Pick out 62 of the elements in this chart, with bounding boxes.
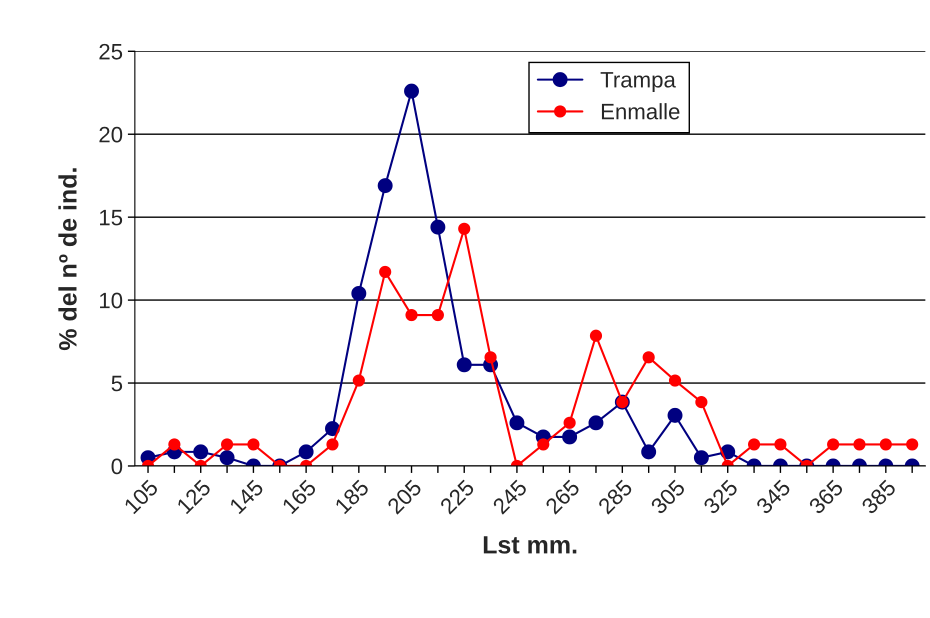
point [562,429,578,444]
point [352,374,365,387]
point [695,396,708,408]
y-tick-label: 10 [100,292,122,308]
legend-label: Enmalle [602,103,680,120]
point [430,220,446,235]
x-tick-label: 245 [492,478,528,515]
y-axis-title: % del nº de ind. [58,168,77,350]
x-tick-label: 325 [702,478,739,515]
y-tick-label: 20 [99,126,122,142]
x-tick-label: 345 [755,478,792,515]
x-tick-label: 165 [282,478,318,514]
point [351,286,366,301]
point [432,308,444,322]
point [458,222,470,235]
point [404,84,419,99]
point [590,330,602,342]
point [193,444,208,460]
point [694,450,709,466]
point [405,308,418,322]
point [588,415,604,430]
point [774,438,786,450]
y-tick-label: 15 [100,210,122,226]
point [564,416,576,429]
point [906,438,918,450]
point [509,415,524,430]
x-tick-label: 305 [650,478,686,515]
point [642,351,655,364]
point [827,438,840,450]
point [880,438,892,450]
x-tick-label: 385 [860,478,897,515]
point [221,438,234,450]
y-tick-label: 0 [112,458,122,474]
point [456,357,472,372]
point [298,444,314,460]
x-tick-label: 125 [176,478,212,514]
point [484,351,497,364]
x-tick-label: 145 [228,479,264,514]
point [325,421,340,436]
point [641,444,656,460]
x-tick-label: 285 [597,478,634,515]
point [220,450,235,466]
point [168,438,180,450]
point [668,374,682,387]
x-tick-label: 265 [544,478,581,515]
point [853,438,866,450]
y-tick-label: 25 [99,44,122,60]
point [247,438,260,450]
x-tick-label: 105 [123,478,159,514]
x-axis-title: Lst mm. [484,536,576,554]
point [748,438,760,450]
legend-label: Trampa [600,72,676,92]
x-tick-label: 185 [334,478,370,514]
x-tick-label: 365 [808,478,844,515]
point [379,266,392,278]
point [537,438,550,450]
y-tick-label: 5 [112,376,122,392]
point [668,408,682,423]
point [378,178,393,194]
point [326,438,339,450]
x-tick-label: 225 [439,478,476,515]
x-tick-label: 205 [386,478,422,515]
